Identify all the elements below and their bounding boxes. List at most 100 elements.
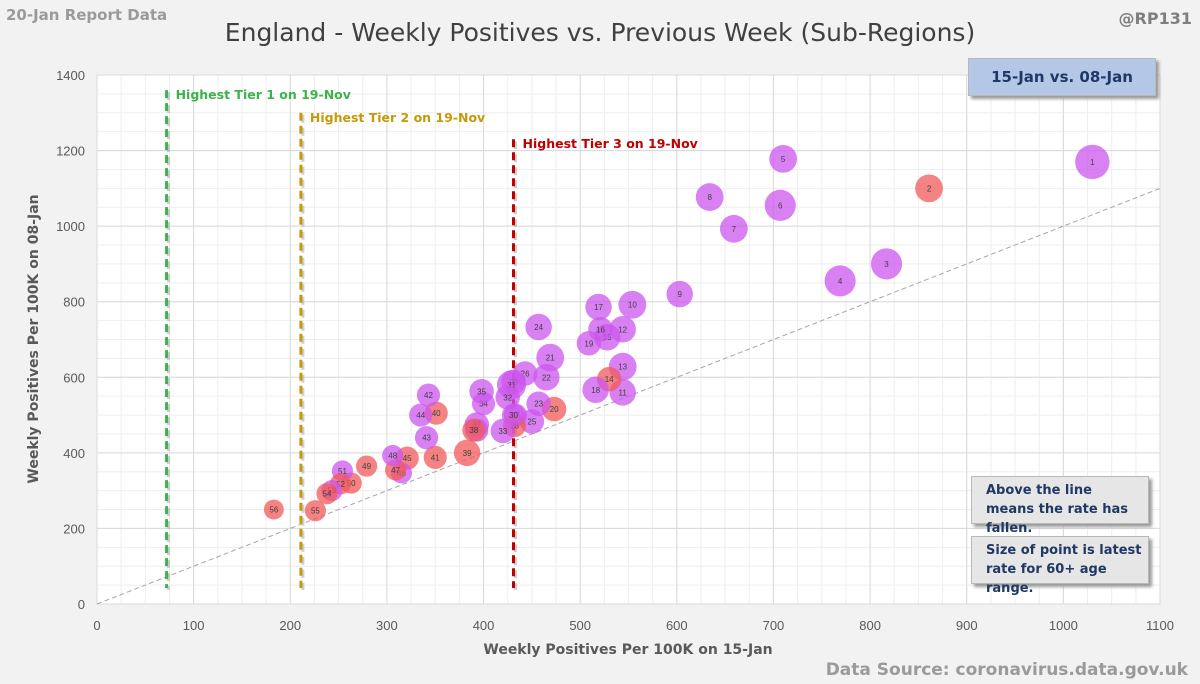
bubble-22: 22 bbox=[533, 364, 560, 391]
x-tick-label: 700 bbox=[763, 618, 785, 633]
bubble-label: 12 bbox=[618, 325, 627, 334]
report-date-label: 20-Jan Report Data bbox=[6, 6, 168, 24]
bubble-label: 43 bbox=[422, 434, 431, 443]
bubble-mark bbox=[533, 364, 560, 391]
bubble-label: 26 bbox=[521, 370, 530, 379]
bubble-label: 3 bbox=[884, 260, 889, 269]
bubble-4: 4 bbox=[824, 265, 856, 297]
bubble-8: 8 bbox=[695, 183, 724, 211]
bubble-49: 49 bbox=[356, 455, 378, 477]
bubble-label: 41 bbox=[431, 453, 440, 462]
bubble-mark bbox=[469, 379, 494, 404]
bubble-mark bbox=[719, 214, 748, 243]
bubble-label: 6 bbox=[778, 201, 783, 210]
tier-lines: Highest Tier 1 on 19-Nov Highest Tier 2 o… bbox=[165, 87, 698, 590]
bubble-55: 55 bbox=[304, 500, 326, 522]
x-tick-label: 900 bbox=[956, 618, 978, 633]
bubble-mark bbox=[824, 265, 856, 297]
bubble-10: 10 bbox=[618, 290, 647, 319]
bubble-label: 17 bbox=[594, 303, 603, 312]
bubble-label: 16 bbox=[596, 325, 605, 334]
bubble-mark bbox=[618, 290, 647, 319]
bubble-label: 56 bbox=[269, 506, 278, 515]
bubble-19: 19 bbox=[576, 331, 602, 356]
bubble-label: 7 bbox=[732, 225, 737, 234]
bubble-mark bbox=[414, 426, 439, 450]
bubble-33: 33 bbox=[490, 418, 516, 444]
bubble-label: 10 bbox=[628, 301, 637, 310]
bubble-42: 42 bbox=[416, 383, 441, 407]
bubble-label: 9 bbox=[677, 290, 682, 299]
bubble-label: 40 bbox=[432, 409, 441, 418]
x-tick-label: 200 bbox=[279, 618, 301, 633]
bubble-56: 56 bbox=[263, 499, 284, 520]
x-tick-label: 1100 bbox=[1146, 618, 1174, 633]
bubble-mark bbox=[585, 293, 612, 321]
bubble-label: 49 bbox=[362, 462, 371, 471]
bubble-48: 48 bbox=[382, 444, 404, 467]
x-axis-ticks: 0 100 200 300 400 500 600 700 800 900 1000 1100 bbox=[93, 618, 1174, 633]
bubble-label: 4 bbox=[838, 277, 843, 286]
bubble-label: 2 bbox=[927, 184, 932, 193]
period-label: 15-Jan vs. 08-Jan bbox=[991, 68, 1133, 86]
note-point-size-text: Size of point is latest rate for 60+ age… bbox=[986, 543, 1142, 596]
bubble-label: 42 bbox=[424, 391, 433, 400]
bubble-label: 47 bbox=[391, 466, 400, 475]
note-line-meaning: Above the line means the rate has fallen… bbox=[971, 476, 1149, 536]
y-tick-label: 200 bbox=[63, 521, 85, 536]
bubble-label: 38 bbox=[469, 426, 478, 435]
x-tick-label: 1000 bbox=[1049, 618, 1078, 633]
bubble-series: 1234567891011121314151617181920212223242… bbox=[263, 144, 1110, 522]
tier-line-label-2: Highest Tier 2 on 19-Nov bbox=[310, 110, 485, 125]
y-axis-title: Weekly Positives Per 100K on 08-Jan bbox=[26, 194, 42, 483]
y-tick-label: 600 bbox=[63, 370, 85, 385]
bubble-label: 5 bbox=[781, 155, 786, 164]
y-tick-label: 1000 bbox=[56, 219, 85, 234]
y-tick-label: 400 bbox=[63, 446, 85, 461]
bubble-label: 45 bbox=[403, 454, 412, 463]
bubble-label: 11 bbox=[619, 388, 628, 397]
data-source-label: Data Source: coronavirus.data.gov.uk bbox=[825, 660, 1188, 680]
bubble-label: 55 bbox=[311, 507, 320, 516]
bubble-6: 6 bbox=[764, 189, 796, 221]
bubble-label: 32 bbox=[503, 393, 512, 402]
bubble-mark bbox=[490, 418, 516, 444]
bubble-24: 24 bbox=[525, 313, 552, 341]
bubble-label: 21 bbox=[546, 354, 555, 363]
bubble-mark bbox=[666, 280, 693, 308]
bubble-label: 8 bbox=[707, 193, 712, 202]
bubble-label: 35 bbox=[477, 387, 486, 396]
bubble-label: 1 bbox=[1090, 158, 1095, 167]
bubble-mark bbox=[416, 383, 441, 407]
bubble-43: 43 bbox=[414, 426, 439, 450]
bubble-label: 25 bbox=[527, 417, 536, 426]
bubble-label: 19 bbox=[584, 339, 593, 348]
period-label-box: 15-Jan vs. 08-Jan bbox=[968, 58, 1156, 96]
tier-line-label-1: Highest Tier 1 on 19-Nov bbox=[176, 87, 351, 102]
bubble-mark bbox=[764, 189, 796, 221]
bubble-label: 13 bbox=[618, 363, 627, 372]
bubble-mark bbox=[409, 403, 433, 427]
bubble-label: 44 bbox=[416, 411, 425, 420]
bubble-mark bbox=[316, 483, 338, 505]
bubble-17: 17 bbox=[585, 293, 612, 321]
y-tick-label: 800 bbox=[63, 295, 85, 310]
bubble-mark bbox=[263, 499, 284, 520]
bubble-mark bbox=[453, 439, 481, 467]
bubble-mark bbox=[462, 418, 486, 442]
bubble-mark bbox=[525, 313, 552, 341]
bubble-label: 50 bbox=[347, 479, 356, 488]
x-tick-label: 300 bbox=[376, 618, 398, 633]
bubble-41: 41 bbox=[423, 445, 447, 469]
bubble-7: 7 bbox=[719, 214, 748, 243]
x-axis-title: Weekly Positives Per 100K on 15-Jan bbox=[483, 642, 772, 658]
x-tick-label: 600 bbox=[666, 618, 688, 633]
bubble-label: 52 bbox=[336, 480, 345, 489]
tier-line-label-3: Highest Tier 3 on 19-Nov bbox=[523, 136, 698, 151]
y-axis-ticks: 0 200 400 600 800 1000 1200 1400 bbox=[56, 68, 85, 612]
bubble-label: 23 bbox=[534, 400, 543, 409]
note-line-meaning-text: Above the line means the rate has fallen… bbox=[986, 483, 1128, 536]
bubble-mark bbox=[576, 331, 602, 356]
bubble-mark bbox=[695, 183, 724, 211]
bubble-2: 2 bbox=[915, 174, 943, 203]
